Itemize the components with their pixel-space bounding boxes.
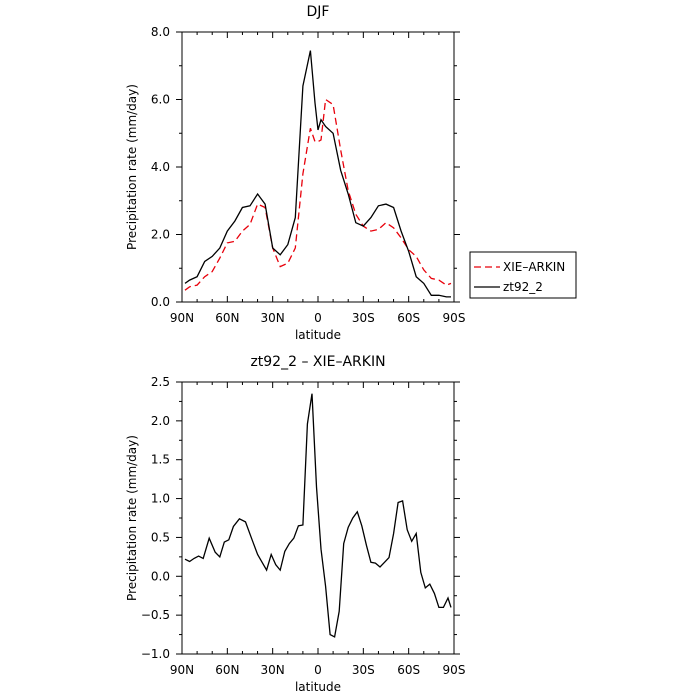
y-tick-label: 1.5 [151,453,170,467]
x-tick-label: 90S [443,663,466,677]
chart-panel-1: DJF 90N 60N 30N 0 30S 60S 90S 0.0 2.0 4.0 6.0 8.0 lat… [125,4,577,342]
legend: XIE–ARKIN zt92_2 [469,251,577,299]
y-tick-label: 2.0 [151,414,170,428]
x-axis-label: latitude [295,328,341,342]
x-tick-label: 60N [215,311,239,325]
x-tick-label: 60N [215,663,239,677]
x-axis-label: latitude [295,680,341,694]
legend-entry: XIE–ARKIN [503,260,565,274]
series-line-2 [184,50,451,298]
x-tick-label: 0 [314,663,322,677]
y-tick-label: −1.0 [141,647,170,661]
x-tick-label: 30S [352,663,375,677]
y-tick-label: 2.0 [151,228,170,242]
x-tick-label: 60S [397,311,420,325]
legend-entry: zt92_2 [503,280,543,294]
chart-title: zt92_2 – XIE–ARKIN [250,354,385,370]
y-tick-label: 0.0 [151,569,170,583]
chart-title: DJF [307,4,330,20]
legend-box [469,251,577,299]
plot-frame [181,381,455,655]
x-tick-label: 90N [170,663,194,677]
chart-panel-2: zt92_2 – XIE–ARKIN 90N 60N 30N 0 30S 60S 90S −1.… [125,354,465,694]
y-axis-label: Precipitation rate (mm/day) [125,435,139,601]
x-tick-label: 60S [397,663,420,677]
x-tick-label: 0 [314,311,322,325]
x-tick-label: 90N [170,311,194,325]
x-tick-label: 90S [443,311,466,325]
y-tick-label: −0.5 [141,608,170,622]
plot-frame [181,31,455,303]
series-line-1 [184,393,452,638]
x-tick-label: 30N [261,311,285,325]
x-tick-label: 30S [352,311,375,325]
y-axis-label: Precipitation rate (mm/day) [125,84,139,250]
y-tick-label: 2.5 [151,375,170,389]
y-tick-label: 8.0 [151,25,170,39]
y-tick-label: 1.0 [151,492,170,506]
y-tick-label: 0.5 [151,530,170,544]
x-tick-label: 30N [261,663,285,677]
y-tick-label: 6.0 [151,93,170,107]
y-tick-label: 4.0 [151,160,170,174]
y-tick-label: 0.0 [151,295,170,309]
